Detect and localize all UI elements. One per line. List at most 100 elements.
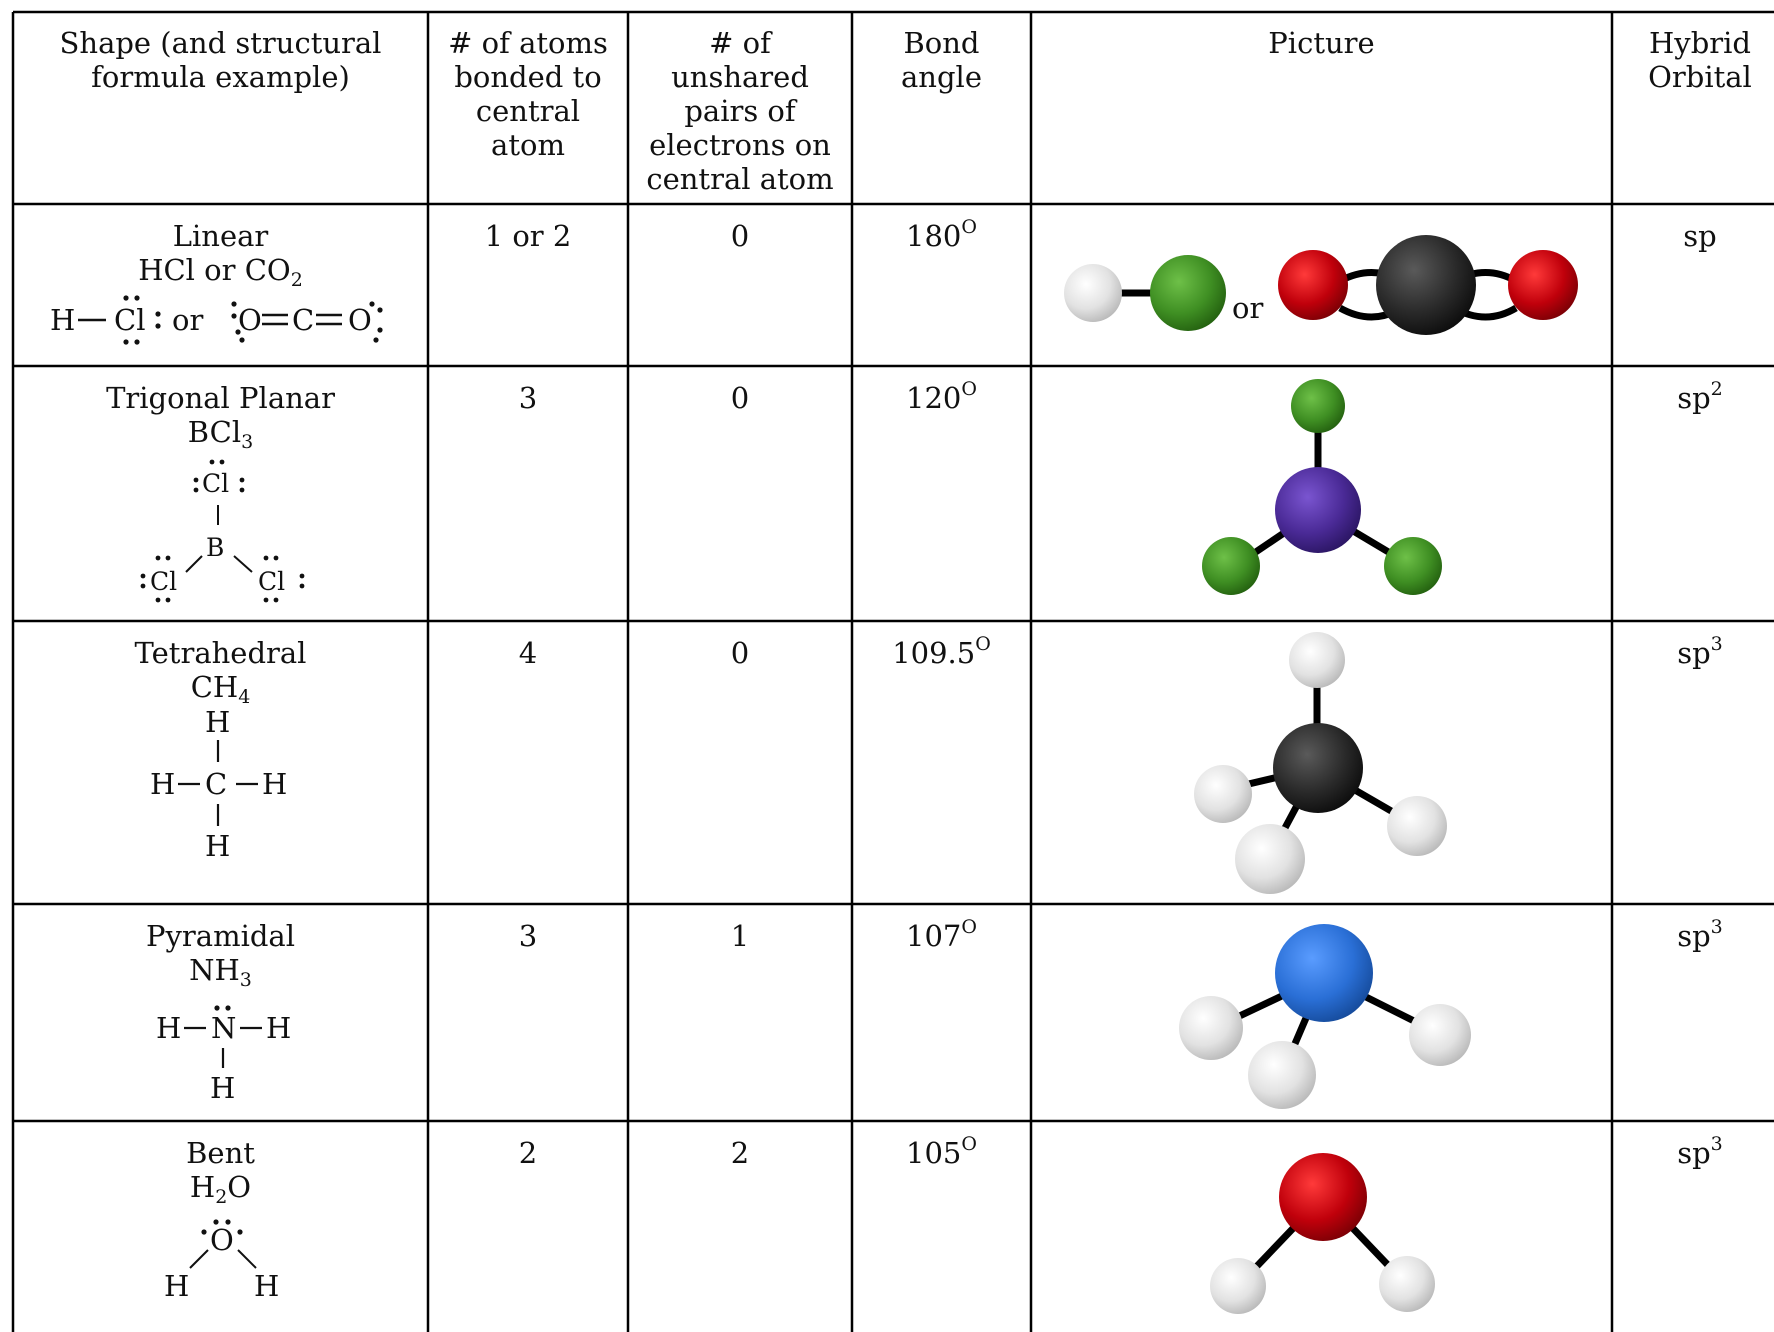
lewis-bcl3: Cl B Cl Cl (140, 459, 305, 603)
molecular-formula: HCl or CO2 (138, 253, 303, 291)
row-pyramidal-shape: Pyramidal NH3 (13, 904, 428, 990)
header-atoms: # of atoms bonded to central atom (428, 12, 628, 162)
unshared-pairs-value: 0 (730, 381, 750, 415)
hydrogen-atom (1289, 632, 1345, 688)
atoms-bonded-value: 4 (518, 636, 538, 670)
hydrogen-atom (1379, 1256, 1435, 1312)
picture-or-label: or (1232, 291, 1263, 325)
lewis-h2o: O H H (164, 1219, 279, 1303)
atom-label: O (210, 1223, 234, 1257)
atom-label: H (205, 705, 230, 739)
atom-label: O (348, 303, 372, 337)
hydrogen-atom (1409, 1004, 1471, 1066)
lewis-structures: H Cl or O C O Cl B (50, 295, 383, 1303)
hybrid-orbital-value: sp3 (1677, 633, 1723, 671)
lewis-nh3: H N H H (156, 1005, 291, 1105)
lewis-ch4: H H C H H (150, 705, 287, 863)
or-label: or (172, 303, 203, 337)
hybrid-orbital-value: sp3 (1677, 1133, 1723, 1171)
chlorine-atom (1291, 379, 1345, 433)
chlorine-atom (1202, 537, 1260, 595)
nh3-model (1179, 924, 1471, 1109)
atom-label: C (205, 767, 227, 801)
atom-label: H (50, 303, 75, 337)
shape-name: Bent (186, 1136, 255, 1170)
atom-label: H (210, 1071, 235, 1105)
header-picture-line: Picture (1268, 26, 1375, 60)
header-angle-line: angle (901, 60, 982, 94)
atom-label: O (238, 303, 262, 337)
hybrid-orbital-value: sp (1683, 219, 1717, 253)
carbon-atom (1273, 723, 1363, 813)
atom-label: Cl (114, 303, 145, 337)
atoms-bonded-value: 3 (518, 919, 538, 953)
atom-label: H (164, 1269, 189, 1303)
oxygen-atom (1508, 250, 1578, 320)
molecular-formula: H2O (189, 1170, 252, 1208)
unshared-pairs-value: 0 (730, 219, 750, 253)
ch4-model (1194, 632, 1447, 894)
header-pairs-line: central atom (646, 162, 834, 196)
header-shape-line: Shape (and structural (59, 26, 382, 60)
row-linear-shape: Linear HCl or CO2 (13, 204, 428, 291)
hcl-model (1064, 255, 1226, 331)
shape-name: Trigonal Planar (106, 381, 335, 415)
hydrogen-atom (1210, 1258, 1266, 1314)
row-bent-shape: Bent H2O (13, 1121, 428, 1208)
carbon-atom (1376, 235, 1476, 335)
header-pairs: # of unshared pairs of electrons on cent… (628, 12, 852, 196)
h2o-model (1210, 1153, 1435, 1314)
bond-angle-value: 120O (906, 378, 977, 416)
header-pairs-line: # of (709, 26, 771, 60)
atom-label: B (206, 533, 224, 562)
atoms-bonded-value: 1 or 2 (484, 219, 572, 253)
header-atoms-line: central (475, 94, 581, 128)
header-angle: Bond angle (852, 12, 1031, 94)
header-angle-line: Bond (903, 26, 980, 60)
row-tetrahedral-shape: Tetrahedral CH4 (13, 621, 428, 708)
bond-angle-value: 180O (906, 216, 977, 254)
header-atoms-line: bonded to (454, 60, 602, 94)
row-trigonal-shape: Trigonal Planar BCl3 (13, 366, 428, 453)
header-hybrid-line: Orbital (1648, 60, 1752, 94)
unshared-pairs-value: 1 (730, 919, 750, 953)
shape-name: Linear (172, 219, 269, 253)
shape-name: Tetrahedral (134, 636, 307, 670)
header-hybrid-line: Hybrid (1649, 26, 1751, 60)
atom-label: H (205, 829, 230, 863)
co2-model (1278, 235, 1578, 335)
boron-atom (1275, 467, 1361, 553)
header-pairs-line: electrons on (649, 128, 831, 162)
header-shape-line: formula example) (91, 60, 350, 94)
atom-label: H (150, 767, 175, 801)
atom-label: H (266, 1011, 291, 1045)
hydrogen-atom (1387, 796, 1447, 856)
header-atoms-line: atom (491, 128, 565, 162)
atom-label: Cl (202, 469, 229, 498)
chlorine-atom (1150, 255, 1226, 331)
hybrid-orbital-value: sp2 (1677, 378, 1723, 416)
bond-angle-value: 105O (906, 1133, 977, 1171)
molecular-formula: CH4 (190, 670, 251, 708)
hybrid-orbital-value: sp3 (1677, 916, 1723, 954)
atom-label: H (156, 1011, 181, 1045)
atom-label: N (211, 1011, 236, 1045)
hydrogen-atom (1235, 824, 1305, 894)
lewis-hcl-co2: H Cl or O C O (50, 295, 383, 345)
molecular-formula: BCl3 (187, 415, 254, 453)
atoms-bonded-value: 2 (518, 1136, 538, 1170)
header-picture: Picture (1031, 12, 1612, 60)
bond-angle-value: 107O (906, 916, 977, 954)
oxygen-atom (1278, 250, 1348, 320)
header-atoms-line: # of atoms (448, 26, 608, 60)
header-shape: Shape (and structural formula example) (13, 12, 428, 94)
atom-label: H (262, 767, 287, 801)
oxygen-atom (1279, 1153, 1367, 1241)
shape-name: Pyramidal (146, 919, 295, 953)
header-hybrid: Hybrid Orbital (1612, 12, 1774, 94)
atom-label: H (254, 1269, 279, 1303)
atom-label: C (292, 303, 314, 337)
atoms-bonded-value: 3 (518, 381, 538, 415)
atom-label: Cl (150, 567, 177, 596)
